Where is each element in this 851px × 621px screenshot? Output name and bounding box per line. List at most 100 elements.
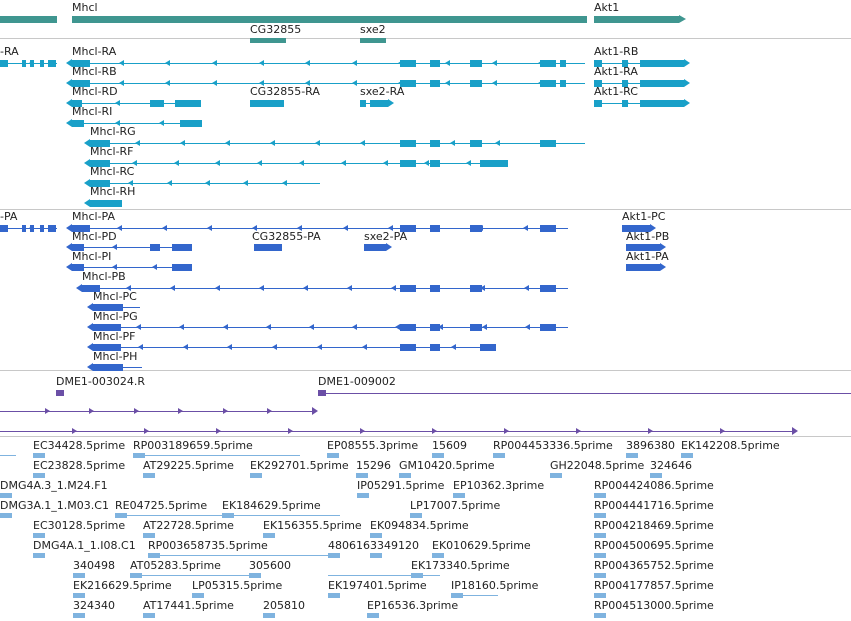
protein-model[interactable] <box>93 347 496 348</box>
exon-block[interactable] <box>470 80 482 87</box>
est-span[interactable] <box>115 515 340 516</box>
est-label[interactable]: AT17441.5prime <box>143 599 234 612</box>
exon-block[interactable] <box>90 160 110 167</box>
transcript-model[interactable] <box>594 83 684 84</box>
est-feature[interactable] <box>143 533 155 538</box>
est-label[interactable]: EP10362.3prime <box>453 479 545 492</box>
est-label[interactable]: RP004424086.5prime <box>594 479 714 492</box>
exon-block[interactable] <box>72 225 90 232</box>
protein-label[interactable]: Mhcl-PG <box>93 310 138 323</box>
exon-block[interactable] <box>400 160 416 167</box>
exon-block[interactable] <box>93 364 123 371</box>
transcript-model[interactable] <box>594 63 684 64</box>
protein-label[interactable]: Mhcl-PA <box>72 210 115 223</box>
est-feature[interactable] <box>681 453 693 458</box>
est-feature[interactable] <box>594 553 606 558</box>
exon-block[interactable] <box>90 140 110 147</box>
est-feature[interactable] <box>356 473 368 478</box>
est-feature[interactable] <box>263 613 275 618</box>
est-feature[interactable] <box>650 473 662 478</box>
transcript-label[interactable]: Akt1-RB <box>594 45 639 58</box>
est-label[interactable]: RP003658735.5prime <box>148 539 268 552</box>
est-label[interactable]: RP004218469.5prime <box>594 519 714 532</box>
exon-block[interactable] <box>470 225 482 232</box>
est-feature[interactable] <box>33 533 45 538</box>
gene-label-sxe2[interactable]: sxe2 <box>360 23 386 36</box>
est-label[interactable]: 324340 <box>73 599 115 612</box>
exon-block[interactable] <box>540 285 556 292</box>
exon-block[interactable] <box>364 244 386 251</box>
est-label[interactable]: EK184629.5prime <box>222 499 321 512</box>
est-feature[interactable] <box>0 513 12 518</box>
exon-block[interactable] <box>400 60 416 67</box>
transcript-label[interactable]: Akt1-RC <box>594 85 638 98</box>
protein-label[interactable]: CG32855-PA <box>252 230 321 243</box>
protein-label[interactable]: Mhcl-PI <box>72 250 112 263</box>
exon-block[interactable] <box>470 140 482 147</box>
est-label[interactable]: GH22048.5prime <box>550 459 645 472</box>
exon-block[interactable] <box>470 60 482 67</box>
exon-block[interactable] <box>594 80 602 87</box>
est-label[interactable]: RP003189659.5prime <box>133 439 253 452</box>
cds-model[interactable] <box>0 411 312 412</box>
exon-block[interactable] <box>470 285 482 292</box>
est-label[interactable]: EK197401.5prime <box>328 579 427 592</box>
est-label[interactable]: RP004513000.5prime <box>594 599 714 612</box>
est-span[interactable] <box>451 595 498 596</box>
exon-block[interactable] <box>150 100 164 107</box>
est-label[interactable]: 324646 <box>650 459 692 472</box>
exon-block[interactable] <box>400 225 416 232</box>
transcript-label[interactable]: Mhcl-RB <box>72 65 117 78</box>
est-feature[interactable] <box>143 473 155 478</box>
exon-block[interactable] <box>72 100 82 107</box>
exon-block[interactable] <box>430 344 440 351</box>
exon-block[interactable] <box>90 200 122 207</box>
est-label[interactable]: EK292701.5prime <box>250 459 349 472</box>
transcript-label[interactable]: Mhcl-RI <box>72 105 113 118</box>
protein-model[interactable] <box>72 247 192 248</box>
est-label[interactable]: LP17007.5prime <box>410 499 501 512</box>
exon-block[interactable] <box>400 285 416 292</box>
transcript-label[interactable]: Mhcl-RH <box>90 185 136 198</box>
est-feature[interactable] <box>432 453 444 458</box>
exon-block[interactable] <box>172 244 192 251</box>
est-label[interactable]: EK156355.5prime <box>263 519 362 532</box>
est-label[interactable]: RP004365752.5prime <box>594 559 714 572</box>
cds-block[interactable] <box>318 390 326 396</box>
gene-label-mhcl[interactable]: Mhcl <box>72 1 98 14</box>
est-label[interactable]: IP05291.5prime <box>357 479 445 492</box>
est-label[interactable]: 3896380 <box>626 439 675 452</box>
exon-block[interactable] <box>640 80 684 87</box>
exon-block[interactable] <box>430 60 440 67</box>
transcript-label[interactable]: sxe2-RA <box>360 85 405 98</box>
transcript-label[interactable]: -RA <box>0 45 19 58</box>
est-feature[interactable] <box>626 453 638 458</box>
protein-label[interactable]: -PA <box>0 210 18 223</box>
exon-block[interactable] <box>400 80 416 87</box>
est-label[interactable]: EP08555.3prime <box>327 439 419 452</box>
exon-block[interactable] <box>640 60 684 67</box>
exon-block[interactable] <box>93 324 121 331</box>
protein-label[interactable]: Mhcl-PH <box>93 350 138 363</box>
exon-block[interactable] <box>430 140 440 147</box>
est-feature[interactable] <box>0 493 12 498</box>
exon-block[interactable] <box>90 180 110 187</box>
gene-bar-mhcl[interactable] <box>72 16 587 23</box>
exon-block[interactable] <box>430 160 440 167</box>
est-label[interactable]: AT05283.5prime <box>130 559 221 572</box>
exon-block[interactable] <box>540 225 556 232</box>
exon-block[interactable] <box>480 160 508 167</box>
est-label[interactable]: EK094834.5prime <box>370 519 469 532</box>
transcript-model[interactable] <box>72 63 585 64</box>
protein-label[interactable]: Mhcl-PD <box>72 230 117 243</box>
protein-label[interactable]: Mhcl-PC <box>93 290 137 303</box>
est-feature[interactable] <box>250 473 262 478</box>
transcript-label[interactable]: CG32855-RA <box>250 85 320 98</box>
est-label[interactable]: 15296 <box>356 459 391 472</box>
gene-bar-akt1[interactable] <box>594 16 679 23</box>
est-label[interactable]: EC23828.5prime <box>33 459 126 472</box>
est-feature[interactable] <box>263 533 275 538</box>
protein-model[interactable] <box>93 327 568 328</box>
est-label[interactable]: EC34428.5prime <box>33 439 126 452</box>
protein-label[interactable]: Mhcl-PB <box>82 270 126 283</box>
